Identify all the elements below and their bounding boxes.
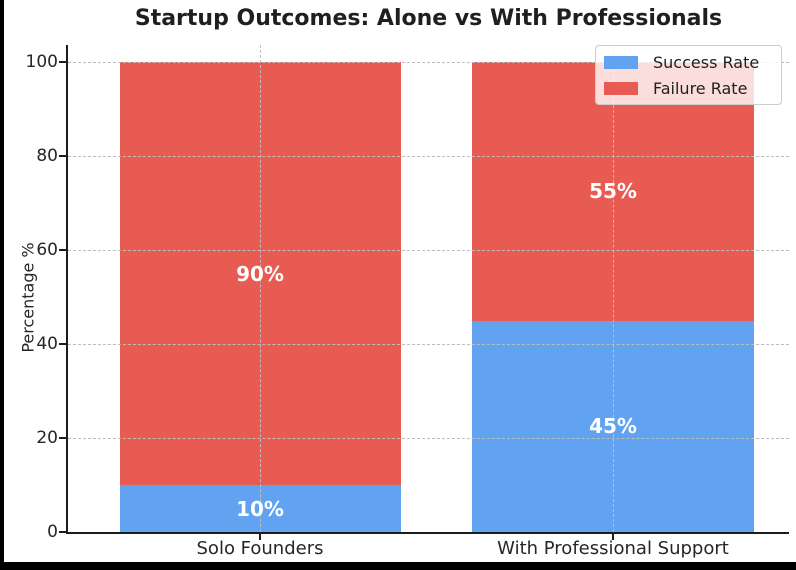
bar-value-label-success-rate-2: 45% (589, 414, 637, 439)
chart-title: Startup Outcomes: Alone vs With Professi… (134, 6, 723, 31)
y-tick-label-20: 20 (36, 428, 58, 448)
gridline-y-20 (68, 438, 789, 439)
gridline-y-80 (68, 156, 789, 157)
gridline-y-40 (68, 344, 789, 345)
legend-label-success-rate: Success Rate (653, 52, 760, 72)
bar-value-label-failure-rate-1: 90% (236, 261, 284, 286)
y-tick-label-100: 100 (25, 52, 58, 72)
gridline-y-100 (68, 62, 789, 63)
y-tick-label-40: 40 (36, 334, 58, 354)
legend-label-failure-rate: Failure Rate (653, 78, 748, 98)
legend-item-failure: Failure Rate (604, 79, 773, 98)
y-tick-mark-40 (59, 343, 66, 345)
x-tick-mark-1 (259, 534, 261, 540)
y-tick-mark-0 (59, 531, 66, 533)
gridline-x-1 (260, 45, 261, 532)
y-tick-label-80: 80 (36, 146, 58, 166)
y-tick-mark-80 (59, 155, 66, 157)
x-tick-mark-2 (612, 534, 614, 540)
gridline-y-60 (68, 250, 789, 251)
legend-swatch-failure-rate (604, 81, 638, 95)
window-border-left (0, 0, 4, 570)
y-axis-spine (66, 45, 68, 534)
legend-swatch-success-rate (604, 55, 638, 69)
gridline-x-2 (613, 45, 614, 532)
window-border-bottom (0, 562, 796, 570)
x-tick-label-solo-founders: Solo Founders (196, 538, 324, 559)
legend: Success Rate Failure Rate (595, 45, 782, 105)
y-tick-label-0: 0 (47, 522, 58, 542)
x-axis-spine (66, 532, 789, 534)
y-tick-mark-100 (59, 61, 66, 63)
legend-item-success: Success Rate (604, 53, 773, 72)
bar-value-label-failure-rate-2: 55% (589, 179, 637, 204)
y-tick-mark-20 (59, 437, 66, 439)
y-tick-label-60: 60 (36, 240, 58, 260)
bar-value-label-success-rate-1: 10% (236, 496, 284, 521)
x-tick-label-professional-support: With Professional Support (497, 538, 729, 559)
y-tick-mark-60 (59, 249, 66, 251)
